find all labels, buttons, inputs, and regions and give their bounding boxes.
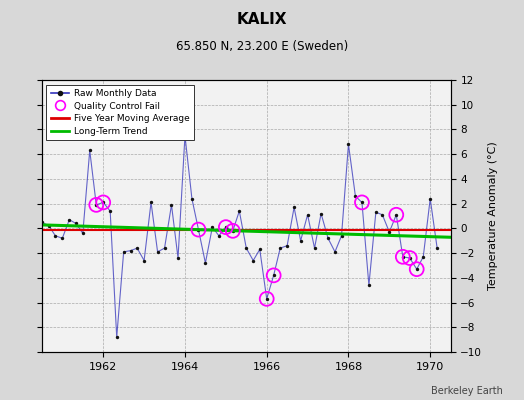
Point (201, 260, 210, 266)
Point (358, 199, 366, 206)
Point (406, 255, 414, 261)
Point (331, 249, 339, 255)
Point (426, 196, 434, 202)
Point (269, 272, 278, 278)
Point (45, 223, 53, 229)
Point (303, 212, 312, 218)
Point (194, 226, 203, 233)
Y-axis label: Temperature Anomaly (°C): Temperature Anomaly (°C) (488, 142, 498, 290)
Point (24, 222, 32, 228)
Point (79, 230, 87, 236)
Point (276, 245, 285, 251)
Point (344, 141, 353, 148)
Point (17, 183, 26, 190)
Point (222, 224, 230, 230)
Point (208, 224, 216, 230)
Point (160, 245, 169, 251)
Point (269, 272, 278, 278)
Legend: Raw Monthly Data, Quality Control Fail, Five Year Moving Average, Long-Term Tren: Raw Monthly Data, Quality Control Fail, … (47, 84, 194, 140)
Point (181, 132, 189, 139)
Point (58, 235, 67, 242)
Point (263, 296, 271, 302)
Point (133, 245, 141, 251)
Point (65, 216, 73, 223)
Point (324, 235, 332, 242)
Point (167, 202, 176, 208)
Point (283, 242, 291, 249)
Point (38, 219, 46, 225)
Point (92, 202, 101, 208)
Point (365, 282, 373, 288)
Point (194, 226, 203, 233)
Point (242, 245, 250, 251)
Point (249, 257, 257, 264)
Point (297, 238, 305, 244)
Point (99, 199, 107, 206)
Point (351, 193, 359, 200)
Point (317, 210, 325, 217)
Text: Berkeley Earth: Berkeley Earth (431, 386, 503, 396)
Point (154, 249, 162, 255)
Point (99, 199, 107, 206)
Point (174, 255, 182, 261)
Point (113, 334, 121, 340)
Point (392, 212, 400, 218)
Point (228, 228, 237, 234)
Point (263, 296, 271, 302)
Point (412, 266, 421, 272)
Point (419, 254, 428, 260)
Point (392, 212, 400, 218)
Point (290, 204, 298, 210)
Point (92, 202, 101, 208)
Point (228, 228, 237, 234)
Point (385, 229, 394, 235)
Point (399, 254, 407, 260)
Point (31, 218, 39, 224)
Point (126, 248, 135, 254)
Point (140, 257, 148, 264)
Point (256, 246, 264, 252)
Point (378, 212, 387, 218)
Point (358, 199, 366, 206)
Point (119, 249, 128, 255)
Point (147, 199, 155, 206)
Point (310, 245, 319, 251)
Point (188, 196, 196, 202)
Text: 65.850 N, 23.200 E (Sweden): 65.850 N, 23.200 E (Sweden) (176, 40, 348, 53)
Point (406, 255, 414, 261)
Point (222, 224, 230, 230)
Point (72, 220, 80, 227)
Point (106, 208, 114, 214)
Point (399, 254, 407, 260)
Point (235, 208, 244, 214)
Point (412, 266, 421, 272)
Point (215, 232, 223, 239)
Text: KALIX: KALIX (237, 12, 287, 27)
Point (433, 245, 441, 251)
Point (372, 209, 380, 216)
Point (51, 232, 60, 239)
Point (337, 232, 346, 239)
Point (85, 147, 94, 154)
